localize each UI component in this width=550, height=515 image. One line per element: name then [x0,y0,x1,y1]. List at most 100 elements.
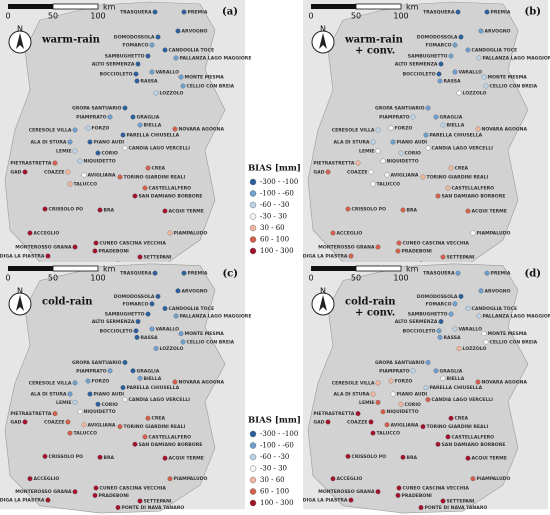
station-label: VARALLO [459,326,483,332]
station-dot [52,160,58,166]
station-dot [456,90,462,96]
station-label: LEMIE [359,400,374,406]
station-dot [137,122,143,128]
station-dot [130,114,136,120]
station-dot [132,441,138,447]
station-label: ALA DI STURA [333,140,369,146]
station-label: CORIO [405,151,422,157]
station-label: CRISSOLO PO [352,207,387,213]
station-label: ARVOGNO [485,288,511,294]
station-label: FORZO [395,126,413,132]
station-label: CERESOLE VILLA [332,128,375,134]
station-dot [418,505,424,510]
station-dot [152,270,158,276]
legend-title: BIAS [mm] [248,164,301,174]
station-label: PREMIA [491,271,511,277]
station-label: CANDIA LAGO VERCELLI [129,146,191,152]
station-label: CREA [455,166,469,172]
station-label: BRA [104,208,115,214]
station-label: MONTEROSSO GRANA [15,245,72,251]
station-dot [97,207,103,213]
station-label: PIETRASTRETTA [313,411,355,417]
scale-label: 100 [90,274,105,283]
station-label: ALTO SERMENZA [395,62,438,68]
station-dot [436,328,442,334]
station-dot [420,174,426,180]
station-dot [81,422,87,428]
station-label: DOMODOSSOLA [417,35,458,41]
station-dot [77,409,83,415]
station-label: TRASQUERA [120,10,152,16]
station-dot [42,206,48,212]
station-label: CERESOLE VILLA [29,128,72,134]
scale-unit: km [406,3,419,12]
station-label: CASTELLALFERO [149,186,192,192]
station-label: PIANO AUDI [397,140,428,146]
station-label: BRA [407,455,418,461]
station-dot [65,419,71,425]
north-label: N [320,287,326,296]
station-dot [410,368,416,374]
station-dot [72,399,78,405]
station-label: RASSA [444,79,462,85]
station-label: PIANO AUDI [94,140,125,146]
station-dot [481,74,487,80]
station-dot [180,83,186,89]
station-label: PREMIA [491,10,511,16]
station-dot [448,415,454,421]
station-dot [345,453,351,459]
panel-label: (d) [525,269,541,280]
station-dot [155,293,161,299]
station-dot [455,270,461,276]
station-label: LEMIE [56,400,71,406]
station-label: CASTELLALFERO [452,434,495,440]
station-dot [145,165,151,171]
station-dot [45,497,51,503]
station-label: LOZZOLO [463,346,487,352]
station-label: SETTEPANI [144,255,172,261]
legend-label: 30 - 60 [260,224,285,232]
station-dot [452,42,458,48]
station-dot [95,150,101,156]
north-label: N [17,287,23,296]
station-dot [437,78,443,84]
station-label: CELLIO CON BREIA [187,339,235,345]
legend-label: -60 - -30 [260,453,289,461]
station-dot [134,334,140,340]
station-label: BOCCIOLETO [100,72,133,78]
north-arrow [16,33,24,49]
panel-title: + conv. [355,308,395,319]
station-label: COAZZE [44,419,65,425]
station-dot [122,397,128,403]
region-area [307,1,529,271]
station-label: DIGA LA PIASTRA [303,498,348,504]
station-dot [481,331,487,337]
station-label: ARVOGNO [485,29,511,35]
station-label: PREMIA [188,10,208,16]
station-dot [77,158,83,164]
station-dot [475,379,481,385]
station-dot [120,132,126,138]
station-label: CANDOGLIA TOCE [169,48,215,54]
station-label: AVIGLIANA [391,173,419,179]
station-dot [395,492,401,498]
panel-title: + conv. [355,46,395,57]
station-label: CREA [455,416,469,422]
station-dot [380,409,386,415]
station-dot [452,301,458,307]
station-dot [433,368,439,374]
station-dot [395,248,401,254]
legend-swatch [249,442,257,449]
station-label: MONTE MESMA [488,75,528,81]
station-label: CRISSOLO PO [49,454,84,460]
legend-swatch [249,430,257,438]
station-label: MONTE MESMA [488,331,528,337]
station-label: TALUCCO [377,431,401,437]
station-label: PRADEBONI [99,249,130,255]
station-dot [180,339,186,345]
station-dot [478,28,484,34]
station-label: CERESOLE VILLA [332,380,375,386]
station-label: GRAGLIA [440,115,463,121]
station-label: CRISSOLO PO [49,207,84,213]
